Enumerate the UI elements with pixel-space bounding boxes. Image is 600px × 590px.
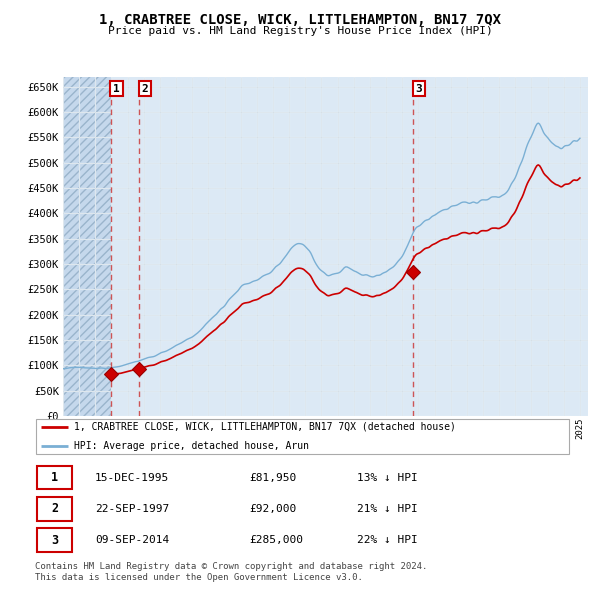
Text: £81,950: £81,950 <box>249 473 296 483</box>
Text: £92,000: £92,000 <box>249 504 296 514</box>
Text: 22% ↓ HPI: 22% ↓ HPI <box>357 535 418 545</box>
Bar <box>63 77 111 416</box>
Text: 15-DEC-1995: 15-DEC-1995 <box>95 473 169 483</box>
FancyBboxPatch shape <box>37 529 73 552</box>
Text: 1, CRABTREE CLOSE, WICK, LITTLEHAMPTON, BN17 7QX (detached house): 1, CRABTREE CLOSE, WICK, LITTLEHAMPTON, … <box>74 422 455 432</box>
Bar <box>63 77 111 416</box>
Text: 21% ↓ HPI: 21% ↓ HPI <box>357 504 418 514</box>
Text: Contains HM Land Registry data © Crown copyright and database right 2024.: Contains HM Land Registry data © Crown c… <box>35 562 427 571</box>
Text: 1: 1 <box>113 84 120 94</box>
Text: This data is licensed under the Open Government Licence v3.0.: This data is licensed under the Open Gov… <box>35 573 362 582</box>
Text: 22-SEP-1997: 22-SEP-1997 <box>95 504 169 514</box>
Text: 09-SEP-2014: 09-SEP-2014 <box>95 535 169 545</box>
Text: Price paid vs. HM Land Registry's House Price Index (HPI): Price paid vs. HM Land Registry's House … <box>107 26 493 36</box>
Text: 2: 2 <box>142 84 148 94</box>
Text: 3: 3 <box>416 84 422 94</box>
Text: HPI: Average price, detached house, Arun: HPI: Average price, detached house, Arun <box>74 441 308 451</box>
FancyBboxPatch shape <box>37 497 73 520</box>
Text: 2: 2 <box>51 502 58 516</box>
Text: £285,000: £285,000 <box>249 535 303 545</box>
Text: 1, CRABTREE CLOSE, WICK, LITTLEHAMPTON, BN17 7QX: 1, CRABTREE CLOSE, WICK, LITTLEHAMPTON, … <box>99 13 501 27</box>
Text: 1: 1 <box>51 471 58 484</box>
FancyBboxPatch shape <box>36 419 569 454</box>
Text: 13% ↓ HPI: 13% ↓ HPI <box>357 473 418 483</box>
Text: 3: 3 <box>51 533 58 546</box>
FancyBboxPatch shape <box>37 466 73 490</box>
